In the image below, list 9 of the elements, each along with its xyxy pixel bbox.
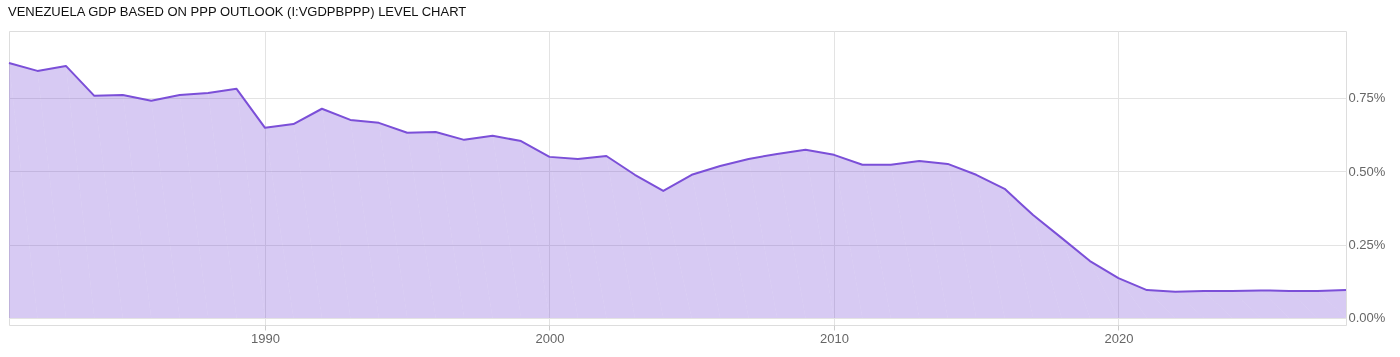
x-tick-label: 2020 [1104, 330, 1134, 346]
y-tick-label: 0.25% [1348, 237, 1386, 253]
y-tick-label: 0.50% [1348, 163, 1386, 179]
x-tick-label: 1990 [251, 330, 280, 346]
x-tick-label: 2010 [820, 330, 849, 346]
x-tick-label: 2000 [535, 330, 565, 346]
chart-title: VENEZUELA GDP BASED ON PPP OUTLOOK (I:VGDPBPPP) LEVEL CHART [8, 4, 467, 19]
y-tick-label: 0.00% [1348, 310, 1386, 326]
y-tick-label: 0.75% [1348, 90, 1386, 106]
